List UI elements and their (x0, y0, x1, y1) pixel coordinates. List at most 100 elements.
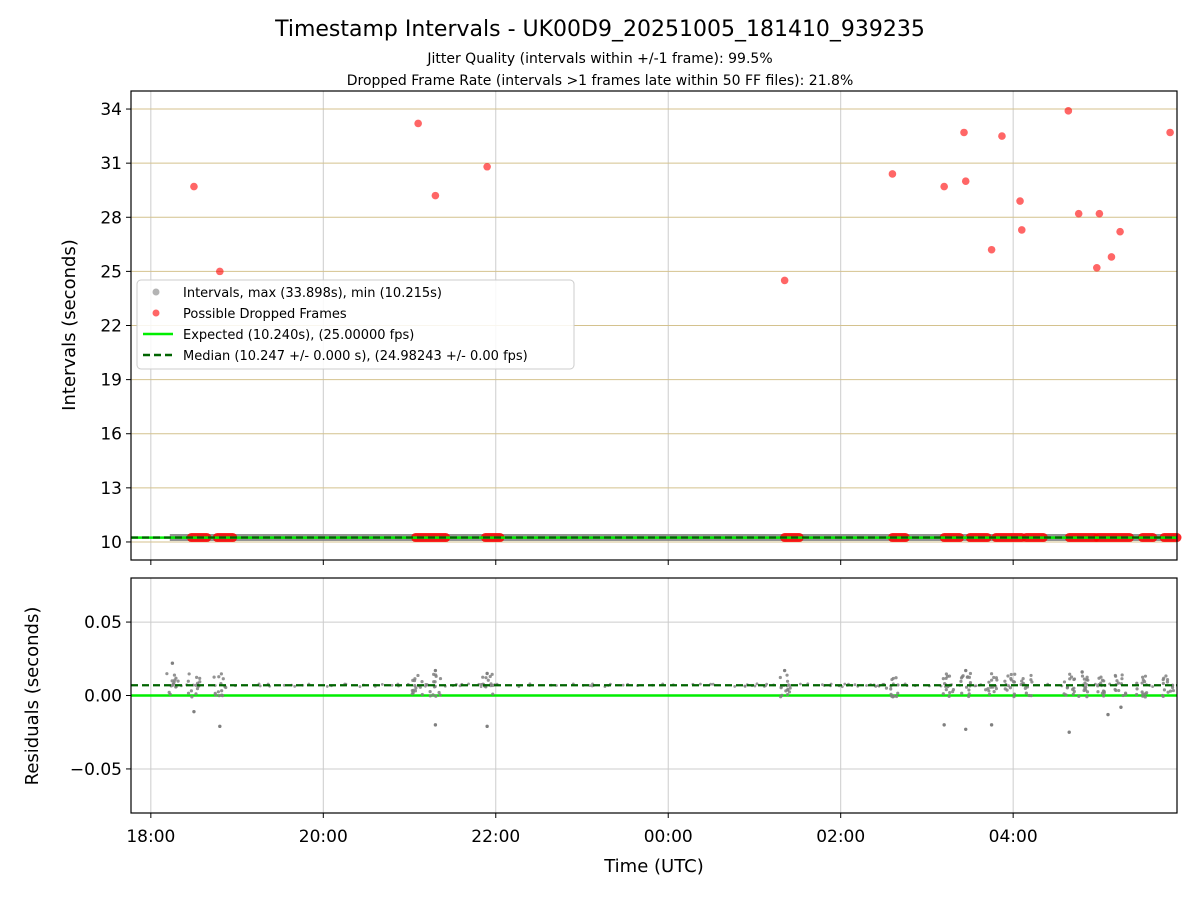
residual-point (941, 692, 945, 696)
residual-point (176, 679, 180, 683)
residual-point (1023, 686, 1027, 691)
residual-point (433, 680, 437, 684)
residual-point (959, 679, 963, 683)
residual-point (413, 677, 417, 681)
residual-point (438, 693, 442, 697)
residual-point (992, 675, 996, 680)
residual-point (785, 673, 789, 677)
residual-point (1072, 677, 1076, 682)
residual-point (282, 683, 286, 687)
residual-point (1085, 675, 1089, 679)
residual-point (418, 685, 422, 689)
residual-point (1120, 677, 1124, 681)
residual-outlier-point (485, 724, 489, 729)
top-y-tick-label: 16 (100, 425, 122, 445)
residual-point (217, 675, 221, 679)
residual-point (1140, 690, 1144, 694)
top-y-tick-label: 19 (100, 371, 122, 391)
residual-point (1166, 690, 1170, 694)
residual-point (711, 682, 715, 686)
x-axis-label: Time (UTC) (603, 856, 704, 877)
chart-subtitle-dropped: Dropped Frame Rate (intervals >1 frames … (347, 73, 854, 89)
residual-point (967, 692, 971, 696)
residual-point (1141, 675, 1145, 679)
residual-point (481, 675, 485, 679)
residual-point (896, 683, 900, 687)
residual-point (987, 692, 992, 696)
residual-point (1077, 694, 1081, 698)
residual-point (889, 692, 893, 697)
residual-point (896, 691, 900, 695)
residual-point (964, 685, 969, 689)
residual-point (186, 679, 190, 683)
residual-point (778, 675, 782, 680)
residual-point (1068, 672, 1072, 676)
x-tick-label: 18:00 (126, 827, 175, 847)
residual-point (171, 683, 175, 687)
residual-point (195, 687, 200, 691)
residual-point (172, 673, 177, 677)
dropped-frame-point (961, 177, 970, 185)
residual-point (428, 694, 432, 698)
residual-point (424, 682, 428, 686)
residual-point (1120, 673, 1124, 677)
residual-outlier-point (218, 724, 222, 729)
top-y-tick-label: 22 (100, 317, 122, 337)
bottom-y-tick-label: −0.05 (70, 760, 122, 780)
residual-point (1135, 681, 1139, 685)
chart-title: Timestamp Intervals - UK00D9_20251005_18… (274, 17, 925, 42)
residual-point (785, 693, 790, 697)
residual-point (1143, 695, 1147, 699)
residual-point (416, 673, 420, 678)
residual-point (1162, 676, 1166, 680)
dropped-frame-point (216, 267, 224, 276)
residual-point (799, 682, 802, 686)
residual-point (420, 692, 424, 697)
residual-point (968, 680, 973, 685)
residual-point (1102, 679, 1106, 683)
dropped-frame-point (1107, 253, 1116, 261)
residual-point (987, 689, 991, 693)
residual-point (1115, 679, 1119, 683)
bottom-panel-ticks: 0.05 0.00 −0.05 18:00 20:00 22:00 00:00 02:00 04… (70, 613, 1038, 847)
residual-point (1006, 674, 1010, 678)
legend: Intervals, max (33.898s), min (10.215s) … (136, 279, 575, 370)
residual-point (420, 680, 424, 684)
residual-point (1029, 673, 1033, 678)
residual-point (1071, 692, 1075, 696)
residual-point (889, 687, 893, 691)
residual-point (784, 689, 788, 693)
residual-point (894, 694, 899, 699)
residual-point (1029, 694, 1033, 698)
residual-point (479, 685, 483, 689)
residual-point (1062, 692, 1066, 696)
residual-point (989, 685, 993, 689)
residual-point (1165, 678, 1170, 682)
residual-point (951, 690, 955, 694)
x-tick-label: 00:00 (644, 827, 693, 847)
residual-point (187, 672, 191, 676)
residual-point (198, 680, 202, 684)
top-y-tick-label: 31 (100, 154, 122, 174)
dropped-frame-point (1166, 128, 1174, 137)
residual-point (941, 677, 945, 681)
residual-point (1117, 688, 1121, 693)
residual-point (961, 674, 965, 678)
residual-point (1024, 691, 1028, 695)
legend-dropped-label: Possible Dropped Frames (183, 307, 347, 322)
top-y-tick-label: 10 (100, 533, 122, 553)
residual-point (390, 683, 394, 687)
residual-point (173, 678, 177, 682)
residual-point (1135, 687, 1139, 691)
residual-point (968, 671, 973, 676)
residual-point (1162, 688, 1167, 692)
x-tick-label: 02:00 (816, 827, 865, 847)
residual-point (410, 689, 414, 693)
residual-point (220, 689, 224, 693)
residual-point (960, 691, 964, 695)
residual-point (1165, 680, 1170, 684)
dropped-frame-point (414, 119, 422, 128)
residual-point (1009, 672, 1013, 677)
residual-point (966, 675, 970, 679)
residual-point (753, 684, 757, 688)
